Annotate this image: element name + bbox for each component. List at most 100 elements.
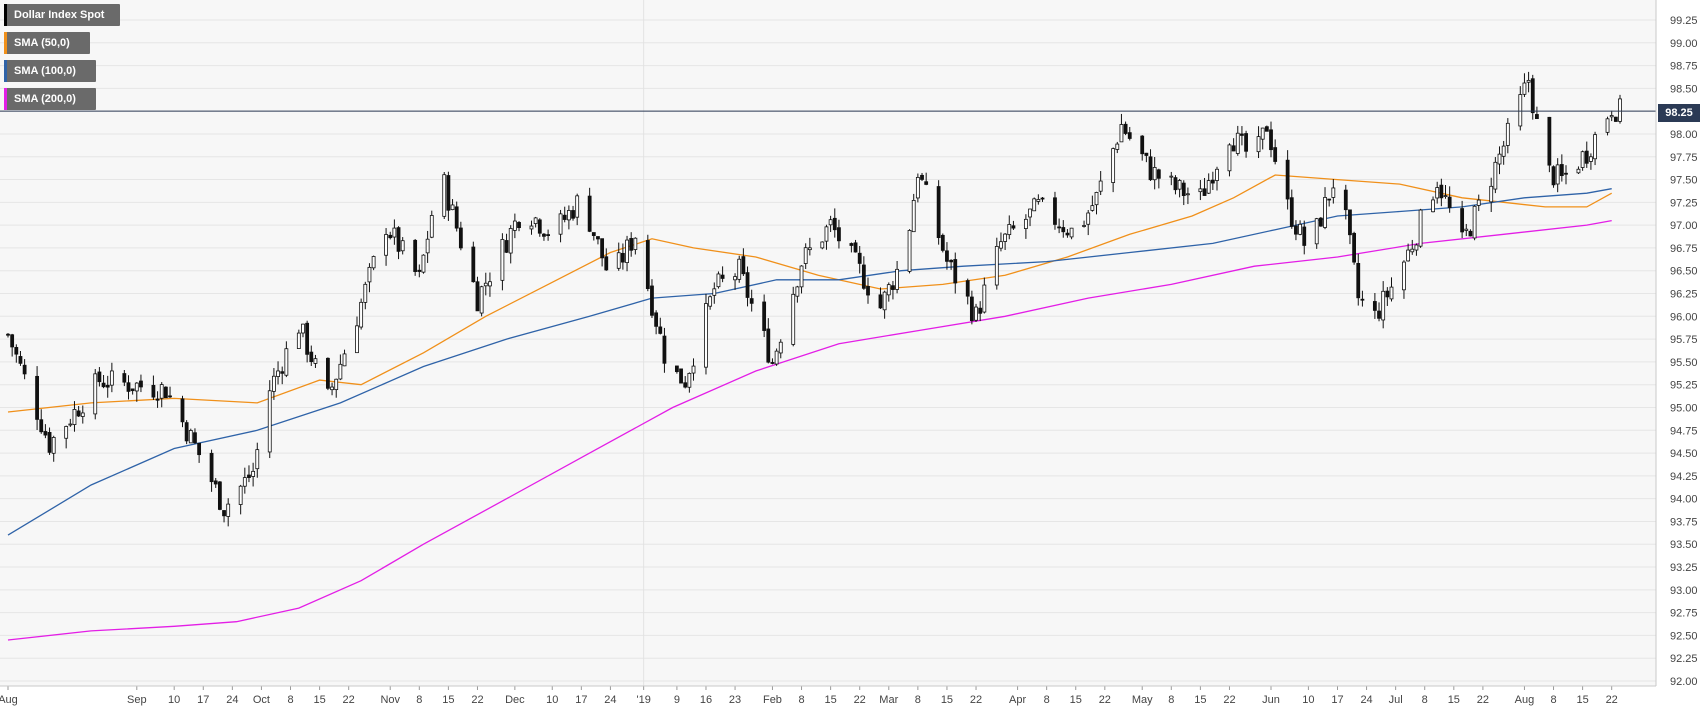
candle-body bbox=[1447, 196, 1452, 209]
candle-body bbox=[645, 240, 650, 289]
candle-body bbox=[1505, 122, 1510, 146]
candle-body bbox=[512, 220, 517, 231]
candle-body bbox=[712, 288, 717, 296]
x-tick-label: 8 bbox=[1422, 694, 1428, 706]
candle-body bbox=[795, 286, 800, 297]
candle-body bbox=[18, 356, 23, 364]
candle-body bbox=[1501, 145, 1506, 157]
candle-body bbox=[51, 437, 56, 454]
candle-body bbox=[1003, 233, 1008, 242]
candle-body bbox=[658, 326, 663, 334]
candle-body bbox=[226, 503, 231, 517]
candle-body bbox=[1343, 189, 1348, 211]
x-tick-label: Apr bbox=[1009, 694, 1026, 706]
legend-item-sma-50[interactable]: SMA (50,0) bbox=[4, 32, 90, 54]
candle-body bbox=[953, 259, 958, 284]
candle-body bbox=[101, 382, 106, 388]
x-tick-label: Oct bbox=[253, 694, 270, 706]
y-tick-label: 97.25 bbox=[1670, 197, 1698, 209]
candle-body bbox=[1269, 129, 1273, 151]
candle-body bbox=[367, 266, 372, 283]
y-axis: 99.2599.0098.7598.5098.2598.0097.7597.50… bbox=[1670, 15, 1698, 688]
candle-body bbox=[450, 204, 455, 211]
candle-body bbox=[213, 480, 218, 485]
candle-body bbox=[807, 247, 812, 251]
candle-body bbox=[1618, 98, 1622, 122]
candle-body bbox=[1327, 198, 1332, 201]
candle-body bbox=[305, 322, 310, 355]
candle-body bbox=[1526, 79, 1531, 83]
candle-body bbox=[949, 259, 954, 263]
candle-body bbox=[267, 390, 272, 453]
candle-body bbox=[849, 243, 854, 246]
candle-body bbox=[517, 222, 521, 229]
candle-body bbox=[799, 265, 804, 288]
candle-body bbox=[1323, 197, 1327, 228]
y-tick-label: 98.50 bbox=[1670, 83, 1698, 95]
candle-body bbox=[97, 371, 102, 383]
candle-body bbox=[770, 362, 775, 364]
candle-body bbox=[762, 301, 767, 331]
x-tick-label: 8 bbox=[416, 694, 422, 706]
candle-body bbox=[151, 384, 156, 398]
candle-body bbox=[1460, 208, 1465, 233]
candle-body bbox=[159, 384, 164, 399]
candle-body bbox=[1210, 179, 1215, 184]
candle-body bbox=[1215, 168, 1219, 181]
candle-body bbox=[1206, 180, 1211, 194]
candle-body bbox=[791, 293, 796, 345]
x-axis: Aug Sep 10 17 24 Oct 8 15 22 Nov 8 15 22 Dec 10 17 24 '19… bbox=[0, 686, 1618, 706]
candle-body bbox=[238, 485, 243, 505]
x-tick-label: 8 bbox=[915, 694, 921, 706]
x-tick-label: 24 bbox=[604, 694, 616, 706]
candle-body bbox=[596, 236, 600, 240]
y-tick-label: 97.75 bbox=[1670, 152, 1698, 164]
candle-body bbox=[1148, 156, 1153, 181]
candle-body bbox=[828, 219, 833, 226]
candle-body bbox=[1360, 298, 1365, 301]
candle-body bbox=[1231, 145, 1236, 152]
candle-body bbox=[542, 233, 546, 237]
candle-body bbox=[47, 432, 52, 453]
candle-body bbox=[1273, 147, 1278, 162]
candle-body bbox=[616, 252, 621, 269]
x-tick-label: 8 bbox=[1168, 694, 1174, 706]
candle-body bbox=[878, 294, 883, 309]
candle-body bbox=[571, 210, 575, 219]
candle-body bbox=[359, 301, 364, 328]
candle-body bbox=[1235, 132, 1240, 154]
legend-item-sma-100[interactable]: SMA (100,0) bbox=[4, 60, 96, 82]
candle-body bbox=[109, 370, 114, 386]
candle-body bbox=[1264, 126, 1269, 132]
x-tick-label: 15 bbox=[442, 694, 454, 706]
candle-body bbox=[446, 175, 451, 211]
legend-item-dollar-index[interactable]: Dollar Index Spot bbox=[4, 4, 120, 26]
legend-item-sma-200[interactable]: SMA (200,0) bbox=[4, 88, 96, 110]
candle-body bbox=[1476, 199, 1481, 206]
candle-body bbox=[1023, 218, 1028, 229]
candle-body bbox=[130, 388, 135, 392]
candle-body bbox=[313, 358, 318, 364]
x-tick-label: 17 bbox=[575, 694, 587, 706]
candle-body bbox=[43, 431, 48, 436]
candle-body bbox=[936, 186, 941, 239]
candle-body bbox=[924, 181, 929, 185]
candle-body bbox=[1152, 167, 1157, 181]
y-tick-label: 94.75 bbox=[1670, 425, 1698, 437]
candle-body bbox=[421, 254, 426, 273]
x-tick-label: 17 bbox=[1331, 694, 1343, 706]
candle-body bbox=[6, 333, 10, 336]
candle-body bbox=[1156, 169, 1161, 179]
candle-body bbox=[600, 238, 605, 259]
candle-body bbox=[296, 332, 301, 349]
candle-body bbox=[247, 474, 251, 478]
candle-body bbox=[1007, 224, 1012, 236]
x-tick-label: 10 bbox=[168, 694, 180, 706]
candle-body bbox=[1535, 114, 1539, 120]
y-tick-label: 92.50 bbox=[1670, 630, 1698, 642]
legend-label-sma-200: SMA (200,0) bbox=[14, 93, 76, 105]
candle-body bbox=[479, 286, 484, 314]
candle-body bbox=[1605, 118, 1610, 133]
x-tick-label: 22 bbox=[1223, 694, 1235, 706]
candle-body bbox=[392, 227, 397, 238]
